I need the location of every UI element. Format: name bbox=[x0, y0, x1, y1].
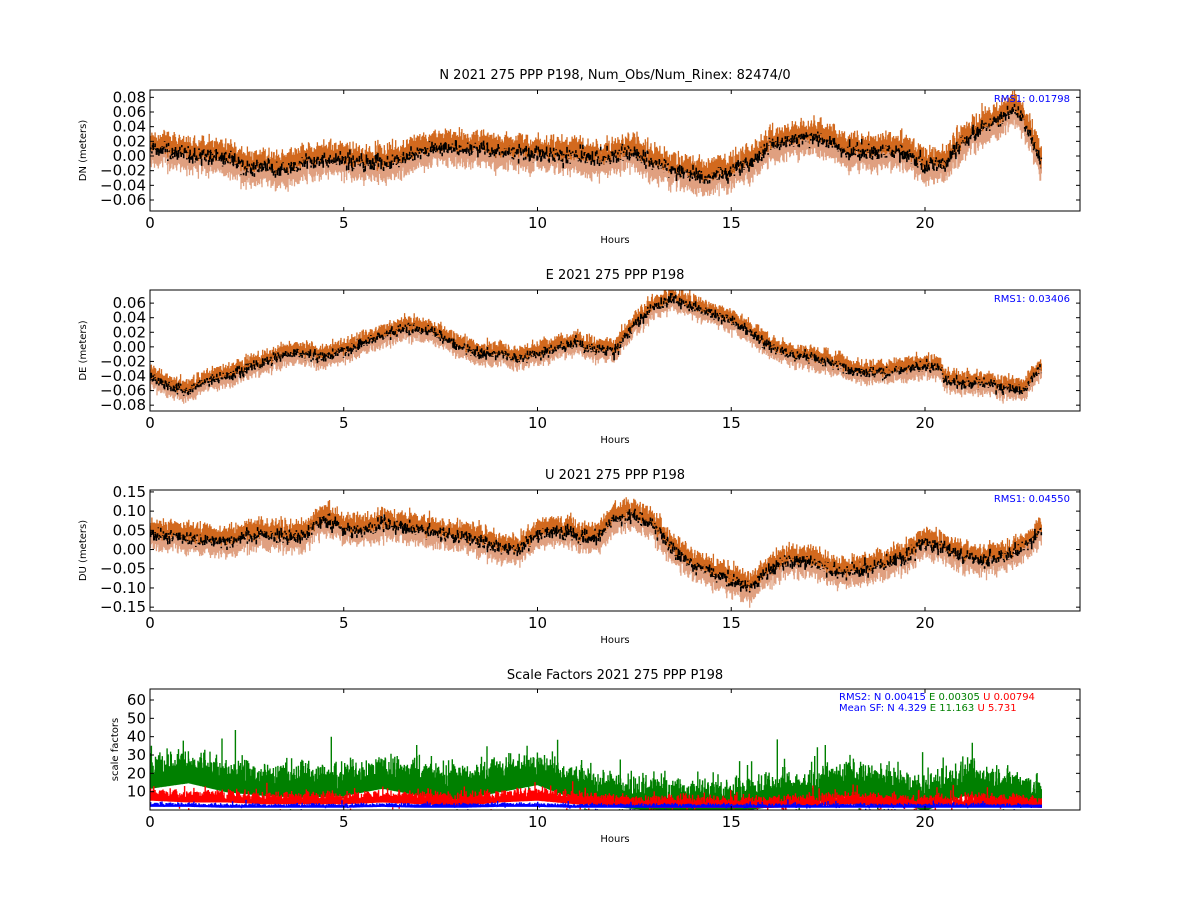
y-tick-label: 0.15 bbox=[113, 483, 146, 501]
y-tick-label: −0.06 bbox=[100, 191, 146, 209]
rms-annotation: RMS1: 0.04550 bbox=[994, 494, 1070, 505]
y-tick-label: 0.08 bbox=[113, 88, 146, 106]
sf-annotation-1: RMS2: N 0.00415 E 0.00305 U 0.00794 bbox=[839, 692, 1035, 703]
y-tick-label: 0.00 bbox=[113, 541, 146, 559]
panel-4: RMS2: N 0.00415 E 0.00305 U 0.00794Mean … bbox=[110, 668, 1081, 845]
y-tick-label: −0.10 bbox=[100, 579, 146, 597]
x-axis-label: Hours bbox=[600, 635, 629, 646]
y-tick-label: 10 bbox=[127, 783, 146, 801]
x-tick-label: 0 bbox=[145, 414, 155, 432]
y-axis-label: DE (meters) bbox=[78, 320, 89, 380]
y-tick-label: −0.08 bbox=[100, 396, 146, 414]
series-mean bbox=[150, 103, 1043, 184]
y-tick-label: −0.06 bbox=[100, 382, 146, 400]
x-axis-label: Hours bbox=[600, 235, 629, 246]
plot-area bbox=[150, 90, 1043, 197]
x-tick-label: 20 bbox=[915, 614, 934, 632]
series-n bbox=[150, 799, 1042, 810]
y-tick-label: 0.06 bbox=[113, 103, 146, 121]
y-tick-label: 0.06 bbox=[113, 294, 146, 312]
y-tick-label: 0.05 bbox=[113, 521, 146, 539]
x-axis-label: Hours bbox=[600, 834, 629, 845]
x-tick-label: 15 bbox=[722, 214, 741, 232]
plot-area bbox=[150, 497, 1043, 608]
x-tick-label: 10 bbox=[528, 414, 547, 432]
plot-area bbox=[150, 730, 1042, 810]
y-tick-label: 0.00 bbox=[113, 338, 146, 356]
y-tick-label: 0.04 bbox=[113, 118, 146, 136]
x-tick-label: 20 bbox=[915, 813, 934, 831]
panel-title: E 2021 275 PPP P198 bbox=[546, 268, 685, 283]
x-tick-label: 10 bbox=[528, 813, 547, 831]
series-mean bbox=[150, 293, 1043, 396]
y-tick-label: −0.05 bbox=[100, 560, 146, 578]
x-tick-label: 5 bbox=[339, 813, 349, 831]
y-axis-label: scale factors bbox=[110, 718, 121, 781]
x-tick-label: 0 bbox=[145, 214, 155, 232]
x-axis-label: Hours bbox=[600, 435, 629, 446]
y-tick-label: 0.04 bbox=[113, 309, 146, 327]
x-tick-label: 5 bbox=[339, 414, 349, 432]
x-tick-label: 10 bbox=[528, 614, 547, 632]
axes-frame bbox=[149, 89, 1081, 212]
y-tick-label: 0.00 bbox=[113, 147, 146, 165]
sf-annotation-2: Mean SF: N 4.329 E 11.163 U 5.731 bbox=[839, 703, 1017, 714]
y-tick-label: 40 bbox=[127, 728, 146, 746]
y-tick-label: 0.10 bbox=[113, 502, 146, 520]
series-mean bbox=[150, 508, 1043, 593]
y-tick-label: 0.02 bbox=[113, 323, 146, 341]
panel-1: RMS1: 0.01798 0 5 10 15 20 0.080.060.040.020.0… bbox=[78, 68, 1081, 246]
x-tick-label: 15 bbox=[722, 614, 741, 632]
axes-frame bbox=[149, 289, 1081, 412]
y-axis-label: DN (meters) bbox=[78, 120, 89, 182]
rms-annotation: RMS1: 0.03406 bbox=[994, 294, 1070, 305]
x-tick-label: 5 bbox=[339, 214, 349, 232]
y-tick-label: −0.15 bbox=[100, 598, 146, 616]
panel-title: Scale Factors 2021 275 PPP P198 bbox=[507, 668, 723, 683]
panel-title: N 2021 275 PPP P198, Num_Obs/Num_Rinex: … bbox=[439, 68, 790, 83]
x-tick-label: 10 bbox=[528, 214, 547, 232]
y-tick-label: −0.02 bbox=[100, 162, 146, 180]
y-tick-label: 30 bbox=[127, 746, 146, 764]
x-tick-label: 20 bbox=[915, 414, 934, 432]
axes-frame bbox=[149, 489, 1081, 612]
y-axis-label: DU (meters) bbox=[78, 520, 89, 581]
y-tick-label: −0.02 bbox=[100, 352, 146, 370]
x-tick-label: 5 bbox=[339, 614, 349, 632]
x-tick-label: 0 bbox=[145, 614, 155, 632]
y-tick-label: 50 bbox=[127, 709, 146, 727]
rms-annotation: RMS1: 0.01798 bbox=[994, 94, 1070, 105]
y-tick-label: 60 bbox=[127, 691, 146, 709]
y-tick-label: 0.02 bbox=[113, 132, 146, 150]
x-tick-label: 15 bbox=[722, 414, 741, 432]
axes-frame bbox=[149, 688, 1081, 811]
y-tick-label: 20 bbox=[127, 764, 146, 782]
plot-area bbox=[150, 290, 1043, 404]
y-tick-label: −0.04 bbox=[100, 367, 146, 385]
x-tick-label: 20 bbox=[915, 214, 934, 232]
x-tick-label: 0 bbox=[145, 813, 155, 831]
x-tick-label: 15 bbox=[722, 813, 741, 831]
y-tick-label: −0.04 bbox=[100, 176, 146, 194]
panel-title: U 2021 275 PPP P198 bbox=[545, 468, 685, 483]
